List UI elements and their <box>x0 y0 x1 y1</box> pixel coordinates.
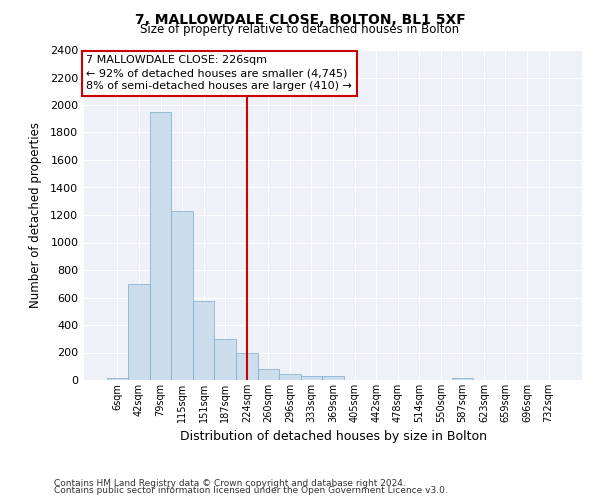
Bar <box>107 378 128 380</box>
Bar <box>214 339 236 380</box>
Y-axis label: Number of detached properties: Number of detached properties <box>29 122 42 308</box>
Text: Contains public sector information licensed under the Open Government Licence v3: Contains public sector information licen… <box>54 486 448 495</box>
Bar <box>257 369 279 380</box>
Text: Size of property relative to detached houses in Bolton: Size of property relative to detached ho… <box>140 22 460 36</box>
Bar <box>172 211 193 380</box>
Text: 7, MALLOWDALE CLOSE, BOLTON, BL1 5XF: 7, MALLOWDALE CLOSE, BOLTON, BL1 5XF <box>134 12 466 26</box>
Bar <box>236 352 257 380</box>
Bar <box>301 376 322 380</box>
Bar <box>193 301 214 380</box>
Bar <box>452 378 473 380</box>
X-axis label: Distribution of detached houses by size in Bolton: Distribution of detached houses by size … <box>179 430 487 444</box>
Bar <box>322 376 344 380</box>
Bar <box>150 112 172 380</box>
Bar <box>279 374 301 380</box>
Text: Contains HM Land Registry data © Crown copyright and database right 2024.: Contains HM Land Registry data © Crown c… <box>54 478 406 488</box>
Bar <box>128 284 150 380</box>
Text: 7 MALLOWDALE CLOSE: 226sqm
← 92% of detached houses are smaller (4,745)
8% of se: 7 MALLOWDALE CLOSE: 226sqm ← 92% of deta… <box>86 55 352 92</box>
